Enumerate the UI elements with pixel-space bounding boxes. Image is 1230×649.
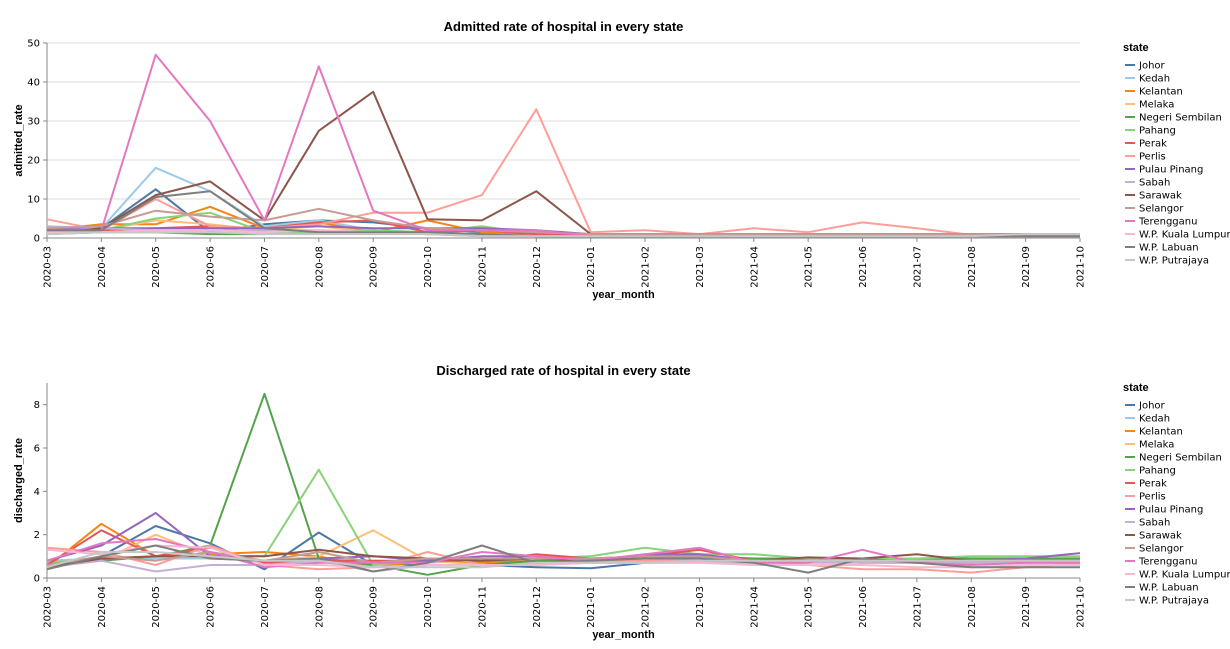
y-axis-title: discharged_rate — [13, 438, 25, 523]
discharged-rate-chart: Discharged rate of hospital in every sta… — [13, 363, 1230, 641]
y-tick-label: 4 — [34, 487, 40, 498]
legend-label: Terengganu — [1138, 217, 1197, 228]
x-tick-label: 2020-11 — [477, 586, 488, 628]
x-tick-label: 2021-10 — [1076, 586, 1087, 628]
x-tick-label: 2021-05 — [804, 586, 815, 628]
y-tick-label: 0 — [34, 234, 40, 245]
x-tick-label: 2020-11 — [477, 246, 488, 288]
x-tick-label: 2021-01 — [586, 586, 597, 628]
legend-title: state — [1123, 42, 1149, 54]
legend-label: Selangor — [1139, 544, 1184, 555]
x-tick-label: 2021-06 — [858, 586, 869, 628]
y-tick-label: 2 — [34, 530, 40, 541]
x-axis-title: year_month — [592, 289, 655, 301]
x-tick-label: 2020-05 — [151, 586, 162, 628]
legend-label: Negeri Sembilan — [1139, 453, 1222, 464]
y-tick-label: 30 — [27, 117, 40, 128]
x-tick-label: 2020-05 — [151, 246, 162, 288]
x-tick-label: 2021-07 — [912, 246, 923, 288]
y-tick-label: 10 — [27, 195, 40, 206]
legend-label: W.P. Putrajaya — [1139, 596, 1209, 607]
admitted-rate-chart: Admitted rate of hospital in every state… — [13, 19, 1230, 301]
x-tick-label: 2020-12 — [532, 586, 543, 628]
x-tick-label: 2021-01 — [586, 246, 597, 288]
x-tick-label: 2021-03 — [695, 586, 706, 628]
x-tick-label: 2021-07 — [912, 586, 923, 628]
legend-label: W.P. Kuala Lumpur — [1139, 230, 1230, 241]
legend-label: Sabah — [1139, 178, 1170, 189]
x-tick-label: 2020-06 — [206, 246, 217, 288]
legend-label: Sabah — [1139, 518, 1170, 529]
x-tick-label: 2020-10 — [423, 586, 434, 628]
y-tick-label: 40 — [27, 78, 40, 89]
x-tick-label: 2020-12 — [532, 246, 543, 288]
x-tick-label: 2021-09 — [1021, 586, 1032, 628]
x-tick-label: 2020-04 — [97, 246, 108, 288]
legend-title: state — [1123, 382, 1149, 394]
legend-label: Kelantan — [1139, 427, 1183, 438]
x-tick-label: 2020-03 — [43, 246, 54, 288]
legend-label: Johor — [1138, 61, 1166, 72]
legend-label: Sarawak — [1139, 191, 1182, 202]
y-tick-label: 6 — [34, 444, 40, 455]
x-tick-label: 2020-04 — [97, 586, 108, 628]
x-tick-label: 2020-07 — [260, 586, 271, 628]
legend-label: Melaka — [1139, 440, 1174, 451]
x-tick-label: 2021-02 — [641, 246, 652, 288]
x-tick-label: 2020-09 — [369, 586, 380, 628]
x-tick-label: 2021-08 — [967, 246, 978, 288]
x-tick-label: 2021-02 — [641, 586, 652, 628]
legend-label: Pahang — [1139, 126, 1176, 137]
x-tick-label: 2020-07 — [260, 246, 271, 288]
legend-label: Perak — [1139, 479, 1167, 490]
y-tick-label: 8 — [34, 400, 40, 411]
legend-label: Perlis — [1139, 492, 1166, 503]
x-tick-label: 2021-10 — [1076, 246, 1087, 288]
x-axis-title: year_month — [592, 629, 655, 641]
y-tick-label: 50 — [27, 39, 40, 50]
legend-label: Pahang — [1139, 466, 1176, 477]
x-tick-label: 2021-06 — [858, 246, 869, 288]
legend-label: W.P. Kuala Lumpur — [1139, 570, 1230, 581]
x-tick-label: 2020-08 — [314, 246, 325, 288]
legend-label: W.P. Labuan — [1139, 583, 1199, 594]
legend-label: Pulau Pinang — [1139, 165, 1203, 176]
legend-label: W.P. Putrajaya — [1139, 256, 1209, 267]
x-tick-label: 2021-09 — [1021, 246, 1032, 288]
legend-label: Kedah — [1139, 74, 1170, 85]
x-tick-label: 2020-10 — [423, 246, 434, 288]
legend-label: Negeri Sembilan — [1139, 113, 1222, 124]
series-line-perlis — [46, 108, 1080, 236]
x-tick-label: 2020-03 — [43, 586, 54, 628]
series-line-w-p-labuan — [46, 544, 1080, 574]
y-tick-label: 0 — [34, 574, 40, 585]
legend-label: Kelantan — [1139, 87, 1183, 98]
legend-label: Pulau Pinang — [1139, 505, 1203, 516]
chart-title: Discharged rate of hospital in every sta… — [436, 363, 690, 378]
legend-label: Perlis — [1139, 152, 1166, 163]
y-axis-title: admitted_rate — [13, 104, 25, 176]
chart-title: Admitted rate of hospital in every state — [444, 19, 684, 34]
series-line-w-p-kuala-lumpur — [46, 544, 1080, 569]
x-tick-label: 2020-09 — [369, 246, 380, 288]
legend-label: Sarawak — [1139, 531, 1182, 542]
legend-label: Johor — [1138, 401, 1166, 412]
series-line-w-p-putrajaya — [46, 231, 1080, 238]
x-tick-label: 2020-08 — [314, 586, 325, 628]
series-line-w-p-putrajaya — [46, 551, 1080, 569]
x-tick-label: 2021-04 — [749, 586, 760, 628]
legend-label: Melaka — [1139, 100, 1174, 111]
x-tick-label: 2021-03 — [695, 246, 706, 288]
x-tick-label: 2021-04 — [749, 246, 760, 288]
legend-label: W.P. Labuan — [1139, 243, 1199, 254]
legend-label: Kedah — [1139, 414, 1170, 425]
x-tick-label: 2020-06 — [206, 586, 217, 628]
x-tick-label: 2021-08 — [967, 586, 978, 628]
legend-label: Terengganu — [1138, 557, 1197, 568]
y-tick-label: 20 — [27, 156, 40, 167]
legend-label: Perak — [1139, 139, 1167, 150]
legend-label: Selangor — [1139, 204, 1184, 215]
x-tick-label: 2021-05 — [804, 246, 815, 288]
